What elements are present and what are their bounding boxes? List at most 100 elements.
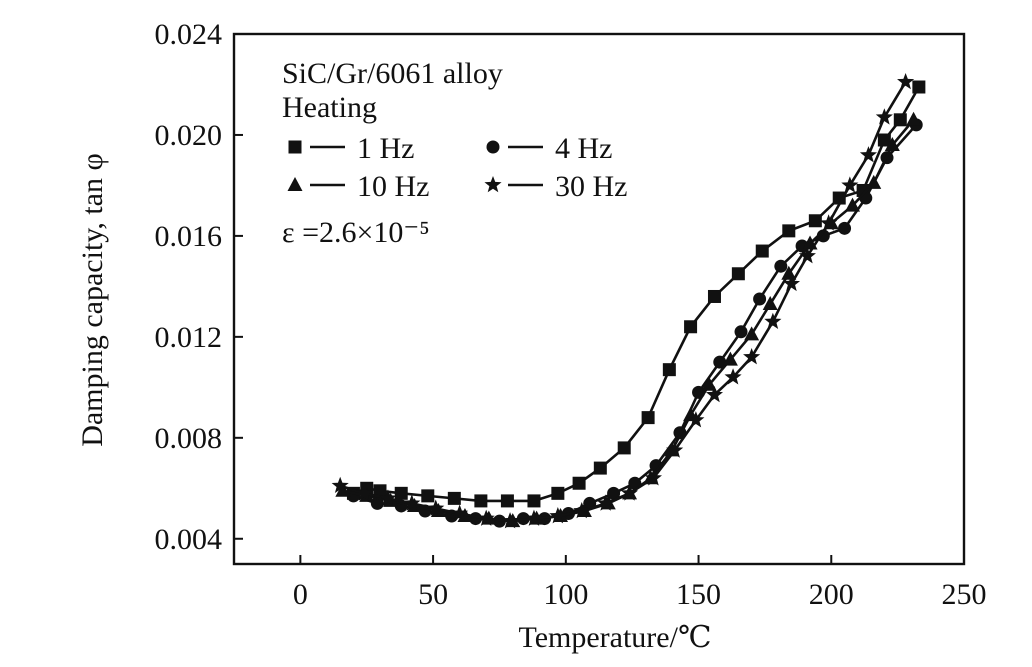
data-point-star <box>379 489 397 506</box>
data-point-star <box>782 274 801 292</box>
legend-entry: 30 Hz <box>484 170 627 203</box>
series-star <box>331 72 915 529</box>
data-point-circle <box>607 486 621 500</box>
annotation-material: SiC/Gr/6061 alloy <box>282 57 503 90</box>
data-point-square <box>572 476 586 490</box>
data-point-circle <box>734 325 748 339</box>
legend-marker-square <box>288 140 302 154</box>
data-point-star <box>573 502 591 519</box>
data-point-triangle <box>906 111 922 126</box>
data-point-square <box>500 494 514 508</box>
data-point-star <box>597 494 615 511</box>
data-point-star <box>644 469 662 486</box>
data-point-square <box>394 486 408 500</box>
data-point-square <box>912 80 926 94</box>
series-line-square <box>352 86 921 503</box>
data-point-square <box>877 133 891 147</box>
data-point-star <box>859 146 877 163</box>
y-tick-label: 0.004 <box>155 523 223 556</box>
data-point-star <box>331 476 349 494</box>
legend-marker-star <box>484 176 502 193</box>
legend: SiC/Gr/6061 alloy Heating 1 Hz 4 Hz 10 Hz 3… <box>282 57 627 249</box>
data-point-star <box>841 176 859 193</box>
data-point-triangle <box>866 174 882 189</box>
series-line-star <box>339 81 907 523</box>
data-point-square <box>662 363 676 377</box>
data-point-star <box>764 312 782 329</box>
data-point-star <box>620 484 639 501</box>
x-tick-label: 250 <box>942 578 987 611</box>
series-square <box>346 80 926 508</box>
x-tick-label: 0 <box>293 578 308 611</box>
data-point-star <box>525 509 543 526</box>
data-point-star <box>451 504 469 521</box>
data-point-star <box>875 108 893 125</box>
data-point-square <box>421 489 435 503</box>
data-point-square <box>893 113 907 127</box>
data-point-square <box>617 441 631 455</box>
data-point-triangle <box>701 376 717 391</box>
data-point-star <box>427 499 445 516</box>
data-point-square <box>551 486 565 500</box>
data-point-triangle <box>845 197 861 212</box>
data-point-triangle <box>744 326 760 341</box>
data-point-triangle <box>762 296 778 311</box>
series-line-circle <box>353 123 918 523</box>
plot-frame <box>232 32 966 566</box>
annotation-heating: Heating <box>282 91 377 124</box>
data-point-circle <box>753 292 767 306</box>
x-tick-label: 200 <box>809 578 854 611</box>
data-point-square <box>684 320 698 334</box>
y-tick-label: 0.012 <box>155 321 223 354</box>
data-point-star <box>798 247 816 264</box>
data-point-square <box>474 494 488 508</box>
data-point-square <box>447 491 461 505</box>
legend-entry: 4 Hz <box>486 132 612 165</box>
legend-entry: 10 Hz <box>287 170 429 203</box>
data-point-star <box>477 509 495 526</box>
data-point-triangle <box>722 351 738 366</box>
data-point-star <box>355 484 373 501</box>
y-axis: 0.004 0.008 0.012 0.016 0.020 0.024 <box>155 18 243 556</box>
legend-label: 4 Hz <box>555 132 612 165</box>
legend-label: 30 Hz <box>555 170 627 203</box>
data-point-square <box>593 461 607 475</box>
data-point-circle <box>774 259 788 273</box>
data-point-square <box>641 411 655 425</box>
y-tick-label: 0.024 <box>155 18 223 51</box>
series-layer <box>331 72 926 529</box>
x-axis-title: Temperature/℃ <box>518 621 711 654</box>
data-point-square <box>731 267 745 281</box>
data-point-star <box>666 441 684 458</box>
x-tick-label: 100 <box>543 578 588 611</box>
data-point-circle <box>370 496 384 510</box>
data-point-square <box>782 224 796 238</box>
legend-label: 10 Hz <box>357 170 429 203</box>
x-tick-label: 150 <box>676 578 721 611</box>
y-tick-label: 0.008 <box>155 422 223 455</box>
data-point-square <box>832 191 846 205</box>
data-point-circle <box>838 221 852 235</box>
data-point-star <box>403 494 421 511</box>
legend-marker-triangle <box>287 177 303 191</box>
legend-entry: 1 Hz <box>288 132 414 165</box>
data-point-square <box>527 494 541 508</box>
data-point-star <box>687 411 705 428</box>
y-tick-label: 0.020 <box>155 119 223 152</box>
y-axis-title: Damping capacity, tan φ <box>76 153 109 447</box>
x-tick-label: 50 <box>418 578 448 611</box>
data-point-star <box>549 507 567 524</box>
y-tick-label: 0.016 <box>155 220 223 253</box>
legend-label: 1 Hz <box>357 132 414 165</box>
annotation-strain: ε =2.6×10⁻⁵ <box>282 216 430 249</box>
series-circle <box>346 118 923 528</box>
data-point-star <box>724 368 742 385</box>
data-point-triangle <box>884 137 900 152</box>
data-point-star <box>743 348 761 365</box>
data-point-triangle <box>781 265 797 280</box>
data-point-square <box>808 214 822 228</box>
legend-marker-circle <box>486 140 500 154</box>
data-point-star <box>705 385 724 403</box>
data-point-star <box>897 72 915 90</box>
